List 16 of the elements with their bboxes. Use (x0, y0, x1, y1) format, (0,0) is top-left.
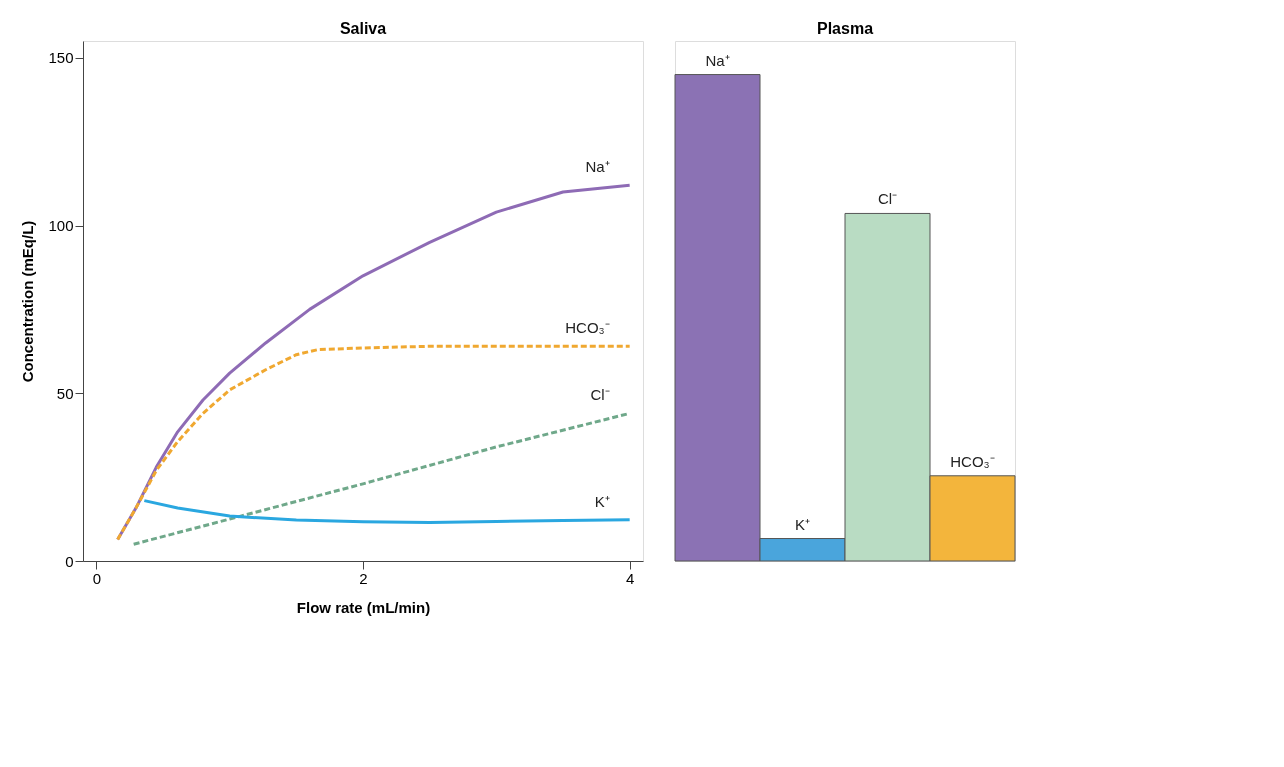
series-label: HCO₃⁻ (565, 319, 610, 337)
y-tick-label: 0 (65, 552, 74, 570)
series-label: Na⁺ (585, 158, 610, 176)
y-axis-title: Concentration (mEq/L) (19, 220, 37, 383)
x-tick-label: 0 (92, 569, 102, 587)
y-tick-label: 150 (48, 49, 74, 67)
x-tick-label: 2 (359, 569, 368, 587)
chart-title: Saliva (339, 20, 387, 37)
x-axis-title: Flow rate (mL/min) (296, 598, 431, 616)
y-tick-label: 100 (48, 217, 74, 235)
series-label: Cl⁻ (590, 386, 610, 404)
x-tick-label: 4 (625, 569, 635, 587)
series-label: K⁺ (594, 492, 610, 510)
y-tick-label: 50 (56, 384, 74, 402)
chart-title: Plasma (816, 20, 874, 37)
line-series (116, 344, 632, 542)
